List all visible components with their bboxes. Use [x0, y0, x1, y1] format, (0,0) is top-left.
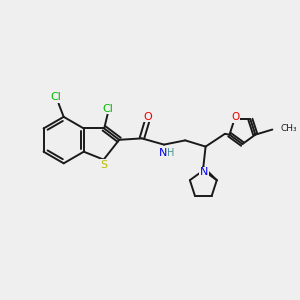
Text: Cl: Cl — [50, 92, 61, 102]
Text: Cl: Cl — [102, 103, 113, 114]
Text: H: H — [167, 148, 175, 158]
Text: N: N — [159, 148, 168, 158]
Text: N: N — [200, 167, 208, 177]
Text: O: O — [143, 112, 152, 122]
Text: O: O — [232, 112, 240, 122]
Text: CH₃: CH₃ — [280, 124, 297, 134]
Text: S: S — [100, 160, 108, 170]
